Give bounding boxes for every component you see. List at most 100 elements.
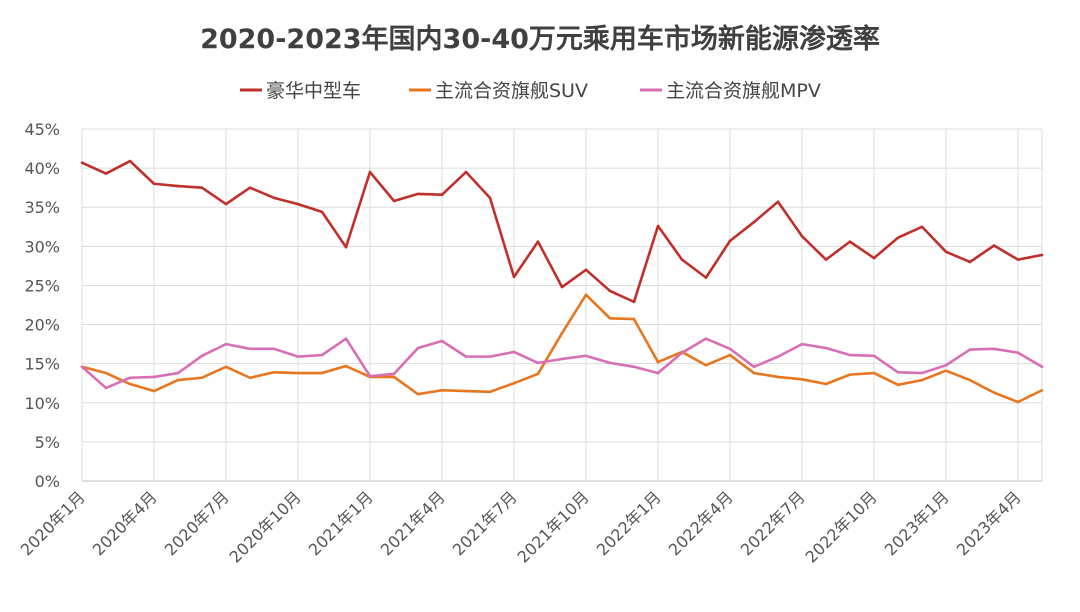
x-tick-label: 2021年1月 <box>305 487 377 559</box>
x-tick-label: 2020年4月 <box>89 487 161 559</box>
data-point <box>1016 351 1020 355</box>
data-point <box>296 202 300 206</box>
data-point <box>104 172 108 175</box>
data-point <box>968 378 972 382</box>
data-point <box>392 372 396 376</box>
data-point <box>128 159 132 163</box>
legend-item-2: 主流合资旗舰MPV <box>640 80 821 102</box>
data-point <box>872 371 876 375</box>
data-point <box>224 365 228 369</box>
data-point <box>560 331 564 335</box>
data-point <box>104 386 108 390</box>
data-point <box>392 375 396 379</box>
y-tick-label: 45% <box>24 120 60 139</box>
data-point <box>200 186 204 189</box>
data-point <box>704 363 708 367</box>
data-point <box>344 245 348 249</box>
data-point <box>176 378 180 382</box>
data-point <box>152 389 156 393</box>
data-point <box>992 347 996 351</box>
data-point <box>800 234 804 238</box>
data-point <box>656 360 660 364</box>
y-tick-label: 15% <box>24 355 60 374</box>
y-tick-label: 20% <box>24 316 60 335</box>
data-point <box>920 378 924 382</box>
data-point <box>416 346 420 350</box>
data-point <box>728 239 732 243</box>
data-point <box>824 346 828 350</box>
data-point <box>488 355 492 358</box>
data-point <box>704 276 708 279</box>
data-point <box>512 275 516 279</box>
legend-item-1: 主流合资旗舰SUV <box>409 80 588 102</box>
data-point <box>992 244 996 247</box>
data-point <box>632 365 636 369</box>
data-point <box>320 371 324 375</box>
data-point <box>176 371 180 375</box>
data-point <box>848 373 852 376</box>
data-point <box>680 351 684 355</box>
data-point <box>944 369 948 373</box>
data-point <box>368 374 372 378</box>
y-tick-label: 5% <box>35 433 60 452</box>
x-tick-label: 2020年1月 <box>17 487 89 559</box>
data-point <box>440 388 444 392</box>
data-point <box>152 182 156 186</box>
data-point <box>392 199 396 203</box>
data-point <box>800 378 804 381</box>
legend-item-0: 豪华中型车 <box>240 80 361 102</box>
data-point <box>272 196 276 200</box>
data-point <box>344 337 348 340</box>
data-point <box>512 350 516 354</box>
data-point <box>584 354 588 358</box>
data-point <box>776 375 780 379</box>
y-tick-label: 30% <box>24 237 60 256</box>
data-point <box>224 342 228 346</box>
data-point <box>848 240 852 243</box>
data-point <box>536 372 540 376</box>
x-tick-label: 2021年4月 <box>377 487 449 559</box>
x-tick-label: 2022年10月 <box>802 487 881 566</box>
data-point <box>488 196 492 200</box>
data-point <box>584 293 588 297</box>
legend: 豪华中型车 主流合资旗舰SUV 主流合资旗舰MPV <box>240 80 821 102</box>
data-point <box>776 200 780 204</box>
data-point <box>680 258 684 261</box>
data-point <box>824 382 828 386</box>
x-tick-label: 2022年4月 <box>665 487 737 559</box>
data-point <box>968 348 972 351</box>
data-point <box>560 357 564 361</box>
data-point <box>536 240 540 243</box>
y-tick-label: 0% <box>35 472 60 491</box>
data-point <box>896 370 900 374</box>
series-lines <box>80 159 1044 404</box>
data-point <box>1040 388 1044 392</box>
data-point <box>320 353 324 357</box>
data-point <box>104 371 108 375</box>
data-point <box>920 225 924 229</box>
data-point <box>728 347 732 351</box>
data-point <box>608 289 612 293</box>
data-point <box>248 376 252 380</box>
x-tick-label: 2022年7月 <box>737 487 809 559</box>
data-point <box>824 258 828 261</box>
data-point <box>608 316 612 320</box>
data-point <box>320 210 324 214</box>
data-point <box>512 381 516 385</box>
data-point <box>200 354 204 358</box>
data-point <box>920 371 924 375</box>
chart-title: 2020-2023年国内30-40万元乘用车市场新能源渗透率 <box>200 23 880 55</box>
data-point <box>896 383 900 387</box>
data-point <box>632 300 636 304</box>
data-point <box>296 371 300 375</box>
grid <box>81 128 1043 482</box>
data-point <box>560 285 564 289</box>
data-point <box>176 184 180 188</box>
data-point <box>656 371 660 375</box>
data-point <box>128 382 132 386</box>
data-point <box>1016 258 1020 261</box>
x-tick-label: 2023年4月 <box>953 487 1025 559</box>
data-point <box>584 268 588 272</box>
data-point <box>248 186 252 189</box>
